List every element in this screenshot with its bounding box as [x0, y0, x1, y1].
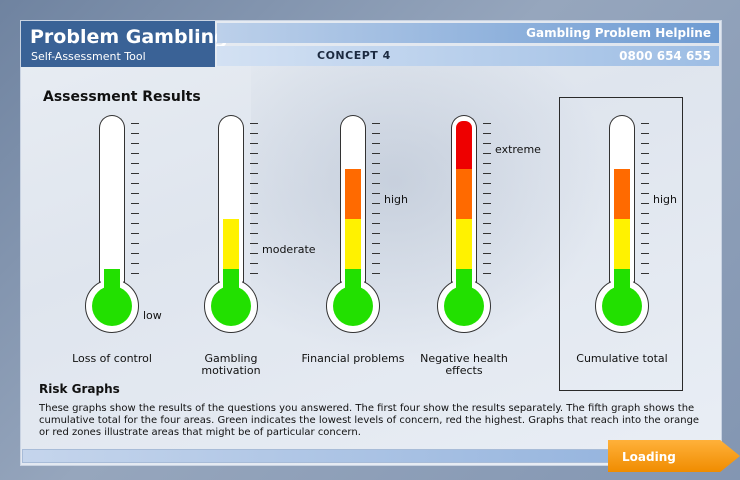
level-label: high [653, 193, 677, 206]
thermometer-cumulative-total: high Cumulative total [576, 115, 705, 375]
thermometer-negative-health-effects: extreme Negative health effects [420, 115, 547, 377]
segment-orange [345, 169, 361, 219]
risk-graphs-description: These graphs show the results of the que… [39, 403, 700, 438]
thermometer-loss-of-control: low Loss of control [72, 115, 195, 375]
level-label: moderate [262, 243, 316, 256]
concept-bar: CONCEPT 4 0800 654 655 [217, 46, 719, 66]
loading-button[interactable]: Loading [608, 440, 740, 472]
helpline-bar: Gambling Problem Helpline [217, 23, 719, 43]
tick-marks [131, 123, 139, 275]
helpline-label: Gambling Problem Helpline [526, 26, 711, 40]
tick-marks [483, 123, 491, 275]
tick-marks [372, 123, 380, 275]
segment-green [456, 269, 472, 295]
risk-graphs-title: Risk Graphs [39, 382, 120, 396]
thermometer-label: Financial problems [301, 352, 405, 365]
results-title: Assessment Results [43, 89, 201, 105]
thermometer-financial-problems: high Financial problems [302, 115, 436, 375]
thermometer-tube [218, 115, 244, 287]
segment-yellow [456, 219, 472, 269]
concept-label: CONCEPT 4 [317, 49, 391, 62]
level-label: high [384, 193, 408, 206]
thermometer-tube [99, 115, 125, 287]
thermometer-label: Negative health effects [420, 352, 508, 377]
segment-green [614, 269, 630, 295]
app-title: Problem Gambling [30, 26, 228, 48]
segment-green [223, 269, 239, 295]
thermometer-label: Cumulative total [576, 352, 668, 365]
thermometer-label: Loss of control [72, 352, 152, 365]
segment-yellow [223, 219, 239, 269]
level-label: extreme [495, 143, 541, 156]
loading-label: Loading [622, 450, 676, 464]
segment-orange [456, 169, 472, 219]
app-subtitle: Self-Assessment Tool [31, 50, 146, 63]
thermometer-gambling-motivation: moderate Gambling motivation [201, 115, 316, 377]
segment-green [345, 269, 361, 295]
cumulative-box [559, 97, 683, 391]
segment-yellow [345, 219, 361, 269]
app-frame: Problem Gambling Self-Assessment Tool Ga… [20, 20, 722, 466]
level-label: low [143, 309, 162, 322]
segment-green [104, 269, 120, 295]
segment-orange [614, 169, 630, 219]
segment-yellow [614, 219, 630, 269]
helpline-number: 0800 654 655 [619, 49, 711, 63]
thermometer-label: Gambling motivation [201, 352, 261, 377]
tick-marks [641, 123, 649, 275]
tick-marks [250, 123, 258, 275]
brand-panel: Problem Gambling Self-Assessment Tool [21, 21, 228, 67]
segment-red [456, 121, 472, 169]
